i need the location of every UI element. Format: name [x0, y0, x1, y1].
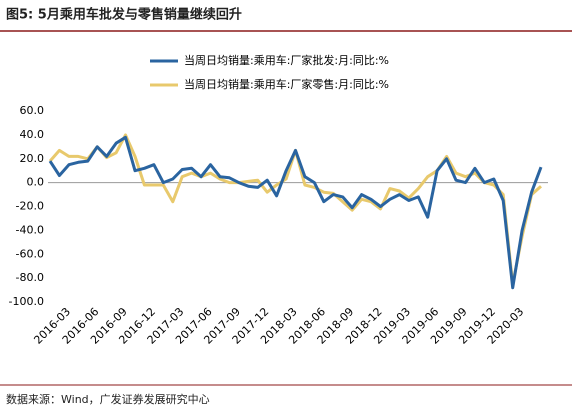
series-line — [48, 135, 543, 290]
y-tick-label: -20.0 — [16, 200, 44, 213]
y-tick-label: 20.0 — [20, 152, 45, 165]
y-tick-label: -40.0 — [16, 223, 44, 236]
y-tick-label: 60.0 — [20, 104, 45, 117]
y-tick-label: -60.0 — [16, 247, 44, 260]
y-tick-label: -80.0 — [16, 271, 44, 284]
y-tick-label: -100.0 — [9, 295, 44, 308]
y-tick-label: 40.0 — [20, 128, 45, 141]
source: 数据来源：Wind，广发证券发展研究中心 — [6, 392, 210, 406]
y-tick-label: 0.0 — [27, 176, 45, 189]
series-line — [48, 133, 542, 286]
legend-label: 当周日均销量:乘用车:厂家零售:月:同比:% — [184, 77, 389, 91]
chart-title: 图5: 5月乘用车批发与零售销量继续回升 — [6, 7, 242, 23]
legend-label: 当周日均销量:乘用车:厂家批发:月:同比:% — [184, 53, 389, 67]
